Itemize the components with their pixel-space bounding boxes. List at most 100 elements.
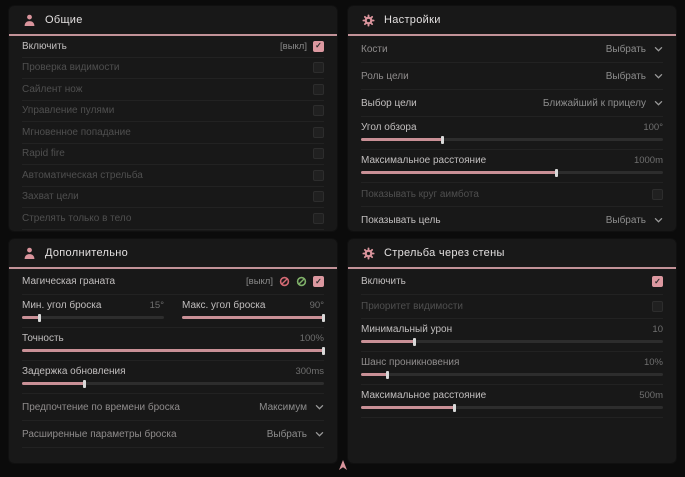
max-distance-slider-row: Максимальное расстояние 1000m xyxy=(361,150,663,183)
row-magic-grenade: Магическая граната [выкл] xyxy=(22,269,324,295)
wall-max-distance-slider[interactable] xyxy=(361,403,663,412)
slider-handle[interactable] xyxy=(386,370,390,379)
row-label: Предпочтение по времени броска xyxy=(22,401,180,413)
slider-value: 90° xyxy=(309,300,324,311)
row-bones: Кости Выбрать xyxy=(361,36,663,63)
target-choice-dropdown[interactable]: Ближайший к прицелу xyxy=(543,98,663,109)
show-target-dropdown[interactable]: Выбрать xyxy=(606,215,663,226)
row-target-choice: Выбор цели Ближайший к прицелу xyxy=(361,90,663,117)
dropdown-value: Выбрать xyxy=(605,214,646,226)
slider-label: Шанс проникновения xyxy=(361,357,460,368)
row-label: Расширенные параметры броска xyxy=(22,428,177,440)
row-bullet-control: Управление пулями xyxy=(22,101,324,122)
row-label: Выбор цели xyxy=(361,97,417,109)
row-throw-time-pref: Предпочтение по времени броска Максимум xyxy=(22,394,324,421)
chevron-down-icon xyxy=(654,217,663,223)
checkbox[interactable] xyxy=(313,191,324,203)
dropdown-value: Выбрать xyxy=(605,70,646,82)
slider-label: Задержка обновления xyxy=(22,366,126,377)
max-distance-slider[interactable] xyxy=(361,168,663,177)
min-damage-slider[interactable] xyxy=(361,337,663,346)
slider-handle[interactable] xyxy=(555,168,559,177)
slider-value: 1000m xyxy=(633,155,663,166)
chevron-down-icon xyxy=(315,431,324,437)
panel-wallbang-header: Стрельба через стены xyxy=(348,239,676,269)
slider-handle[interactable] xyxy=(440,135,444,144)
slider-label: Мин. угол броска xyxy=(22,300,102,311)
row-label: Кости xyxy=(361,43,388,55)
slider-handle[interactable] xyxy=(413,337,417,346)
checkbox[interactable] xyxy=(313,62,324,74)
blocked-green-icon[interactable] xyxy=(296,276,307,287)
min-throw-angle-slider-row: Мин. угол броска 15° xyxy=(22,295,164,327)
panel-settings-header: Настройки xyxy=(348,6,676,36)
target-role-dropdown[interactable]: Выбрать xyxy=(606,71,663,82)
panel-wallbang: Стрельба через стены Включить Приоритет … xyxy=(347,238,677,464)
row-label: Показывать круг аимбота xyxy=(361,189,479,200)
wallbang-enable-checkbox[interactable] xyxy=(652,276,663,287)
slider-handle[interactable] xyxy=(38,313,42,322)
chevron-down-icon xyxy=(315,404,324,410)
row-enable: Включить [выкл] xyxy=(22,36,324,58)
min-damage-slider-row: Минимальный урон 10 xyxy=(361,319,663,352)
chevron-down-icon xyxy=(654,46,663,52)
slider-handle[interactable] xyxy=(322,346,325,355)
slider-handle[interactable] xyxy=(83,379,87,388)
row-auto-shoot: Автоматическая стрельба xyxy=(22,165,324,187)
row-label: Включить xyxy=(22,40,67,52)
checkbox[interactable] xyxy=(313,126,324,138)
chevron-down-icon xyxy=(654,100,663,106)
row-advanced-throw: Расширенные параметры броска Выбрать xyxy=(22,421,324,448)
dropdown-value: Выбрать xyxy=(266,428,307,440)
update-delay-slider[interactable] xyxy=(22,379,324,388)
row-label: Магическая граната xyxy=(22,276,116,287)
person-icon xyxy=(24,14,35,26)
slider-value: 10 xyxy=(652,324,663,335)
slider-label: Точность xyxy=(22,333,64,344)
panel-general-header: Общие xyxy=(9,6,337,36)
min-throw-angle-slider[interactable] xyxy=(22,313,164,322)
slider-handle[interactable] xyxy=(452,403,456,412)
checkbox[interactable] xyxy=(652,301,663,312)
slider-value: 500m xyxy=(639,390,663,401)
slider-label: Максимальное расстояние xyxy=(361,155,487,166)
max-throw-angle-slider[interactable] xyxy=(182,313,325,322)
enable-checkbox[interactable] xyxy=(313,40,324,52)
row-label: Приоритет видимости xyxy=(361,301,464,312)
fov-slider[interactable] xyxy=(361,135,663,144)
row-target-lock: Захват цели xyxy=(22,187,324,208)
checkbox[interactable] xyxy=(313,105,324,117)
slider-value: 15° xyxy=(149,300,164,311)
checkbox[interactable] xyxy=(652,189,663,200)
update-delay-slider-row: Задержка обновления 300ms xyxy=(22,361,324,394)
accuracy-slider[interactable] xyxy=(22,346,325,355)
row-label: Сайлент нож xyxy=(22,83,83,95)
row-rapid-fire: Rapid fire xyxy=(22,144,324,165)
panel-title: Общие xyxy=(45,14,83,26)
row-visibility-priority: Приоритет видимости xyxy=(361,295,663,319)
gear-icon xyxy=(362,246,375,260)
panel-title: Стрельба через стены xyxy=(384,247,505,259)
row-label: Стрелять только в тело xyxy=(22,212,132,224)
cursor-icon xyxy=(339,460,347,470)
slider-handle[interactable] xyxy=(322,313,325,322)
checkbox[interactable] xyxy=(313,169,324,181)
slider-value: 100° xyxy=(643,122,663,133)
panel-general: Общие Включить [выкл] Проверка видимости… xyxy=(8,5,338,232)
bones-dropdown[interactable]: Выбрать xyxy=(606,44,663,55)
checkbox[interactable] xyxy=(313,148,324,160)
advanced-throw-dropdown[interactable]: Выбрать xyxy=(267,429,324,440)
blocked-pink-icon[interactable] xyxy=(279,276,290,287)
throw-time-dropdown[interactable]: Максимум xyxy=(259,402,324,413)
checkbox[interactable] xyxy=(313,83,324,95)
magic-grenade-checkbox[interactable] xyxy=(313,276,324,287)
slider-label: Максимальное расстояние xyxy=(361,390,487,401)
row-label: Мгновенное попадание xyxy=(22,126,131,138)
fov-slider-row: Угол обзора 100° xyxy=(361,117,663,150)
row-show-target: Показывать цель Выбрать xyxy=(361,207,663,231)
checkbox[interactable] xyxy=(313,212,324,224)
penetration-chance-slider[interactable] xyxy=(361,370,663,379)
slider-label: Макс. угол броска xyxy=(182,300,266,311)
row-label: Rapid fire xyxy=(22,148,65,160)
row-label: Роль цели xyxy=(361,70,409,82)
